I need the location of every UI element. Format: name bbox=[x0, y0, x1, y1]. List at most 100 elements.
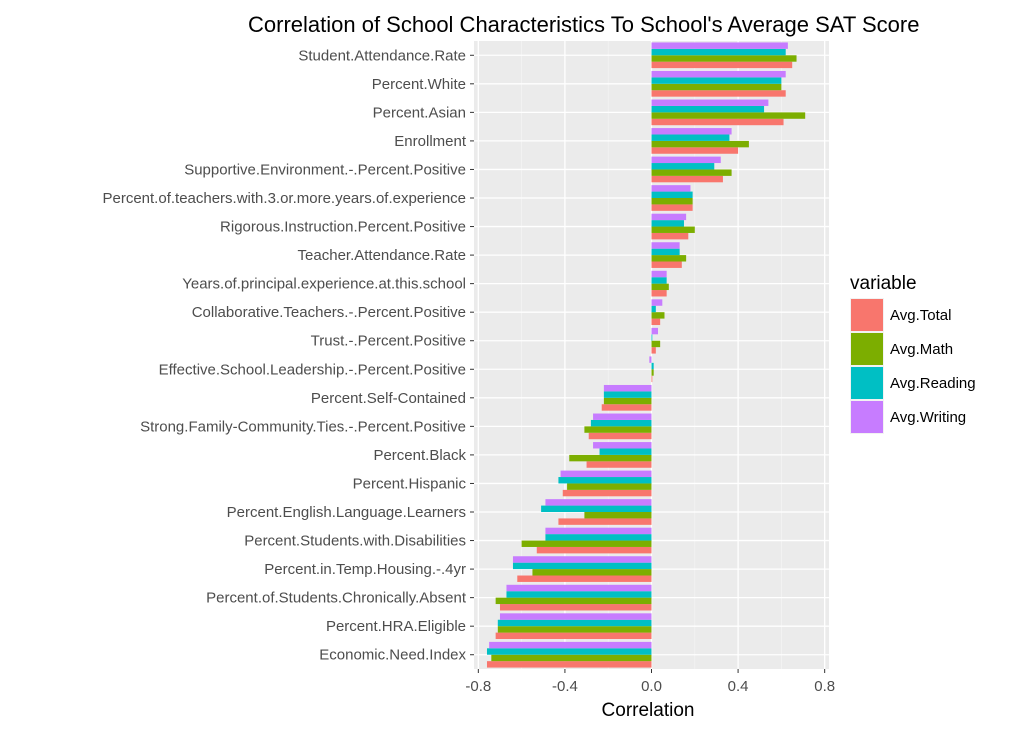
bar-avg-reading bbox=[541, 505, 652, 512]
bar-avg-writing bbox=[560, 470, 652, 478]
y-tick-label: Rigorous.Instruction.Percent.Positive bbox=[220, 219, 466, 236]
bar-avg-total bbox=[651, 318, 661, 326]
x-axis: -0.8 -0.4 0.0 0.4 0.8 bbox=[465, 669, 835, 695]
y-tick-label: Percent.HRA.Eligible bbox=[326, 618, 466, 635]
y-tick-label: Percent.Students.with.Disabilities bbox=[244, 533, 466, 550]
legend-swatch-avg-reading bbox=[851, 367, 883, 399]
bar-avg-reading bbox=[651, 191, 693, 198]
bar-avg-math bbox=[584, 426, 652, 433]
bar-avg-writing bbox=[545, 499, 652, 506]
y-axis: Student.Attendance.Rate Percent.White Perc… bbox=[102, 47, 474, 664]
bar-avg-math bbox=[651, 112, 806, 119]
chart-title: Correlation of School Characteristics To… bbox=[248, 12, 919, 37]
y-tick-label: Percent.White bbox=[372, 76, 466, 93]
bar-avg-math bbox=[651, 169, 732, 176]
legend-swatch-avg-total bbox=[851, 299, 883, 331]
bar-avg-reading bbox=[558, 477, 652, 484]
y-tick-label: Economic.Need.Index bbox=[319, 647, 466, 664]
bar-avg-reading bbox=[651, 163, 715, 170]
bar-avg-math bbox=[651, 226, 695, 233]
bar-avg-reading bbox=[486, 648, 652, 655]
bar-avg-total bbox=[651, 147, 739, 154]
x-tick-label: -0.4 bbox=[552, 678, 578, 695]
bar-avg-math bbox=[651, 198, 693, 205]
y-tick-label: Effective.School.Leadership.-.Percent.Po… bbox=[159, 361, 466, 378]
bar-avg-reading bbox=[651, 220, 684, 227]
x-tick-label: 0.4 bbox=[728, 678, 749, 695]
bar-avg-total bbox=[651, 61, 793, 69]
bar-avg-reading bbox=[599, 448, 652, 455]
bar-avg-total bbox=[651, 204, 693, 211]
bar-avg-reading bbox=[603, 391, 652, 398]
bar-avg-total bbox=[558, 518, 652, 525]
bars-layer bbox=[486, 42, 806, 668]
bar-avg-math bbox=[651, 369, 654, 376]
bar-avg-writing bbox=[651, 42, 788, 49]
bar-avg-writing bbox=[651, 213, 687, 221]
bar-avg-math bbox=[651, 312, 665, 319]
y-tick-label: Student.Attendance.Rate bbox=[298, 47, 466, 64]
bar-avg-writing bbox=[651, 70, 786, 78]
bar-avg-reading bbox=[545, 534, 652, 541]
bar-avg-total bbox=[651, 290, 667, 297]
x-tick-label: 0.8 bbox=[814, 678, 835, 695]
bar-avg-reading bbox=[651, 248, 680, 256]
bar-avg-math bbox=[497, 626, 652, 633]
bar-avg-total bbox=[562, 489, 652, 497]
legend-label: Avg.Total bbox=[890, 307, 951, 324]
x-tick-label: -0.8 bbox=[465, 678, 491, 695]
bar-avg-math bbox=[567, 483, 652, 490]
x-axis-title: Correlation bbox=[602, 700, 695, 721]
bar-avg-total bbox=[517, 575, 652, 582]
bar-avg-total bbox=[499, 604, 652, 611]
y-tick-label: Percent.Self-Contained bbox=[311, 390, 466, 407]
bar-avg-reading bbox=[651, 305, 656, 313]
bar-avg-math bbox=[521, 540, 652, 547]
bar-avg-total bbox=[651, 90, 786, 97]
bar-avg-math bbox=[651, 283, 669, 291]
bar-avg-total bbox=[486, 661, 652, 668]
bar-avg-total bbox=[586, 461, 652, 468]
bar-avg-writing bbox=[651, 185, 691, 192]
bar-avg-reading bbox=[651, 334, 653, 341]
bar-avg-reading bbox=[590, 419, 652, 427]
bar-avg-reading bbox=[651, 48, 786, 56]
bar-avg-math bbox=[651, 83, 782, 91]
y-tick-label: Percent.English.Language.Learners bbox=[227, 504, 466, 521]
bar-avg-total bbox=[651, 175, 723, 183]
legend: variable Avg.Total Avg.Math Avg.Reading Avg… bbox=[850, 273, 976, 434]
y-tick-label: Enrollment bbox=[394, 133, 467, 150]
bar-avg-total bbox=[651, 232, 689, 240]
bar-avg-writing bbox=[651, 128, 732, 135]
legend-title: variable bbox=[850, 273, 917, 294]
bar-avg-reading bbox=[651, 105, 765, 113]
y-tick-label: Supportive.Environment.-.Percent.Positiv… bbox=[184, 161, 466, 178]
x-tick-label: 0.0 bbox=[641, 678, 662, 695]
bar-avg-math bbox=[651, 340, 661, 348]
y-tick-label: Percent.in.Temp.Housing.-.4yr bbox=[264, 561, 466, 578]
y-tick-label: Strong.Family-Community.Ties.-.Percent.P… bbox=[140, 418, 466, 435]
bar-avg-reading bbox=[651, 134, 730, 141]
bar-avg-total bbox=[651, 118, 784, 126]
bar-avg-writing bbox=[512, 556, 652, 563]
y-tick-label: Percent.Black bbox=[373, 447, 466, 464]
legend-swatch-avg-writing bbox=[851, 401, 883, 433]
bar-avg-total bbox=[651, 261, 682, 268]
bar-avg-writing bbox=[489, 641, 652, 649]
bar-avg-writing bbox=[545, 527, 652, 535]
y-tick-label: Trust.-.Percent.Positive bbox=[311, 333, 466, 350]
bar-avg-total bbox=[536, 546, 652, 554]
bar-avg-math bbox=[651, 255, 687, 262]
bar-avg-writing bbox=[651, 242, 680, 249]
bar-avg-writing bbox=[651, 99, 769, 106]
y-tick-label: Collaborative.Teachers.-.Percent.Positiv… bbox=[192, 304, 466, 321]
bar-avg-writing bbox=[651, 299, 663, 306]
bar-avg-math bbox=[569, 454, 652, 462]
y-tick-label: Percent.Hispanic bbox=[353, 475, 467, 492]
bar-avg-math bbox=[651, 55, 797, 62]
bar-avg-math bbox=[651, 140, 749, 148]
y-tick-label: Percent.of.teachers.with.3.or.more.years… bbox=[102, 190, 466, 207]
bar-avg-reading bbox=[497, 619, 652, 627]
legend-label: Avg.Writing bbox=[890, 409, 966, 426]
